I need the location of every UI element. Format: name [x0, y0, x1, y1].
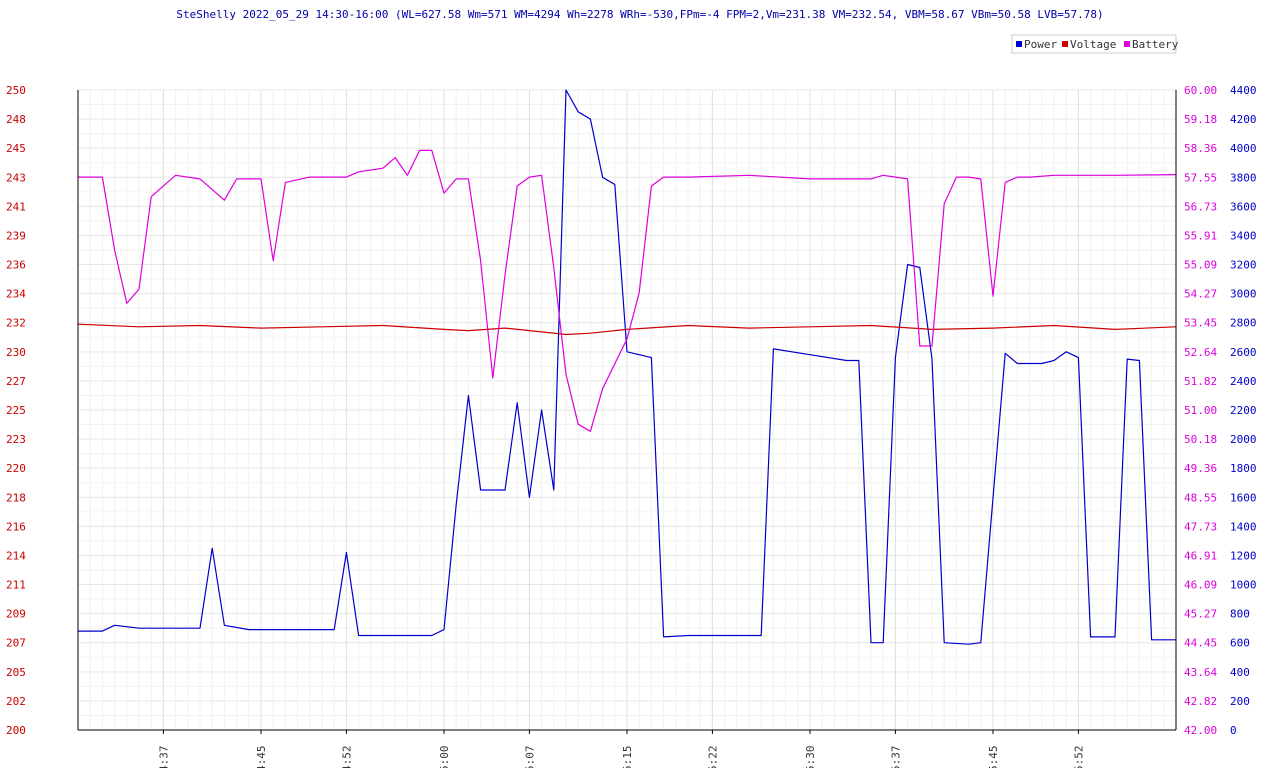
battery-tick-label: 51.82	[1184, 375, 1217, 388]
voltage-tick-label: 232	[6, 317, 26, 330]
battery-tick-label: 53.45	[1184, 317, 1217, 330]
voltage-tick-label: 243	[6, 171, 26, 184]
voltage-tick-label: 216	[6, 520, 26, 533]
battery-tick-label: 46.09	[1184, 579, 1217, 592]
x-tick-label: 15:22	[706, 745, 719, 768]
x-tick-label: 15:45	[987, 745, 1000, 768]
grid	[77, 89, 1177, 731]
legend-label-voltage: Voltage	[1070, 38, 1116, 51]
x-tick-label: 14:52	[340, 745, 353, 768]
battery-tick-label: 55.09	[1184, 259, 1217, 272]
battery-tick-label: 49.36	[1184, 462, 1217, 475]
voltage-tick-label: 236	[6, 259, 26, 272]
battery-tick-label: 46.91	[1184, 549, 1217, 562]
power-tick-label: 400	[1230, 666, 1250, 679]
x-tick-label: 14:37	[157, 745, 170, 768]
x-tick-label: 15:00	[438, 745, 451, 768]
power-tick-label: 3800	[1230, 171, 1257, 184]
legend-label-battery: Battery	[1132, 38, 1179, 51]
power-tick-label: 4400	[1230, 84, 1257, 97]
plot-series	[77, 89, 1177, 645]
x-tick-label: 15:30	[804, 745, 817, 768]
legend-box	[1011, 34, 1177, 54]
axes: 200 202 205 207 209 211 214 216 218 220 223 225 227 2…	[6, 84, 1257, 768]
power-tick-label: 2000	[1230, 433, 1257, 446]
voltage-tick-label: 225	[6, 404, 26, 417]
legend-swatch-battery	[1124, 41, 1130, 47]
battery-tick-label: 56.73	[1184, 200, 1217, 213]
legend-swatch-power	[1016, 41, 1022, 47]
power-tick-label: 3600	[1230, 200, 1257, 213]
battery-tick-label: 47.73	[1184, 520, 1217, 533]
series-line-voltage	[77, 323, 1177, 336]
power-tick-label: 2200	[1230, 404, 1257, 417]
voltage-tick-label: 245	[6, 142, 26, 155]
power-tick-label: 800	[1230, 608, 1250, 621]
x-tick-label: 14:45	[255, 745, 268, 768]
battery-tick-label: 43.64	[1184, 666, 1217, 679]
voltage-tick-label: 218	[6, 491, 26, 504]
power-tick-label: 3200	[1230, 259, 1257, 272]
x-tick-label: 15:52	[1072, 745, 1085, 768]
power-tick-label: 1400	[1230, 520, 1257, 533]
battery-tick-label: 50.18	[1184, 433, 1217, 446]
power-tick-label: 2800	[1230, 317, 1257, 330]
power-tick-label: 4000	[1230, 142, 1257, 155]
power-tick-label: 1200	[1230, 549, 1257, 562]
voltage-tick-label: 250	[6, 84, 26, 97]
battery-tick-label: 45.27	[1184, 608, 1217, 621]
battery-tick-label: 57.55	[1184, 171, 1217, 184]
battery-tick-label: 42.82	[1184, 695, 1217, 708]
battery-tick-label: 42.00	[1184, 724, 1217, 737]
x-tick-label: 15:37	[889, 745, 902, 768]
power-tick-label: 3400	[1230, 229, 1257, 242]
battery-tick-label: 58.36	[1184, 142, 1217, 155]
power-tick-label: 2600	[1230, 346, 1257, 359]
battery-tick-label: 55.91	[1184, 229, 1217, 242]
voltage-tick-label: 234	[6, 288, 26, 301]
legend: Power Voltage Battery	[1011, 34, 1179, 54]
x-tick-label: 15:07	[523, 745, 536, 768]
power-tick-label: 1000	[1230, 579, 1257, 592]
legend-label-power: Power	[1024, 38, 1057, 51]
battery-tick-label: 54.27	[1184, 288, 1217, 301]
voltage-tick-label: 207	[6, 637, 26, 650]
voltage-tick-label: 227	[6, 375, 26, 388]
battery-tick-label: 44.45	[1184, 637, 1217, 650]
voltage-tick-label: 241	[6, 200, 26, 213]
power-tick-label: 200	[1230, 695, 1250, 708]
power-tick-label: 2400	[1230, 375, 1257, 388]
x-tick-label: 15:15	[621, 745, 634, 768]
series-line-battery	[78, 149, 1177, 432]
voltage-tick-label: 214	[6, 549, 26, 562]
voltage-tick-label: 209	[6, 608, 26, 621]
power-tick-label: 0	[1230, 724, 1237, 737]
chart-title: SteShelly 2022_05_29 14:30-16:00 (WL=627…	[176, 8, 1103, 21]
power-tick-label: 1800	[1230, 462, 1257, 475]
power-tick-label: 4200	[1230, 113, 1257, 126]
voltage-tick-label: 220	[6, 462, 26, 475]
voltage-tick-label: 223	[6, 433, 26, 446]
voltage-tick-label: 230	[6, 346, 26, 359]
battery-tick-label: 60.00	[1184, 84, 1217, 97]
battery-tick-label: 48.55	[1184, 491, 1217, 504]
power-tick-label: 600	[1230, 637, 1250, 650]
battery-tick-label: 52.64	[1184, 346, 1217, 359]
power-tick-label: 3000	[1230, 288, 1257, 301]
power-tick-label: 1600	[1230, 491, 1257, 504]
voltage-tick-label: 205	[6, 666, 26, 679]
battery-tick-label: 59.18	[1184, 113, 1217, 126]
voltage-tick-label: 211	[6, 579, 26, 592]
voltage-tick-label: 239	[6, 229, 26, 242]
voltage-tick-label: 200	[6, 724, 26, 737]
battery-tick-label: 51.00	[1184, 404, 1217, 417]
voltage-tick-label: 202	[6, 695, 26, 708]
voltage-tick-label: 248	[6, 113, 26, 126]
legend-swatch-voltage	[1062, 41, 1068, 47]
series-line-power	[78, 89, 1176, 645]
